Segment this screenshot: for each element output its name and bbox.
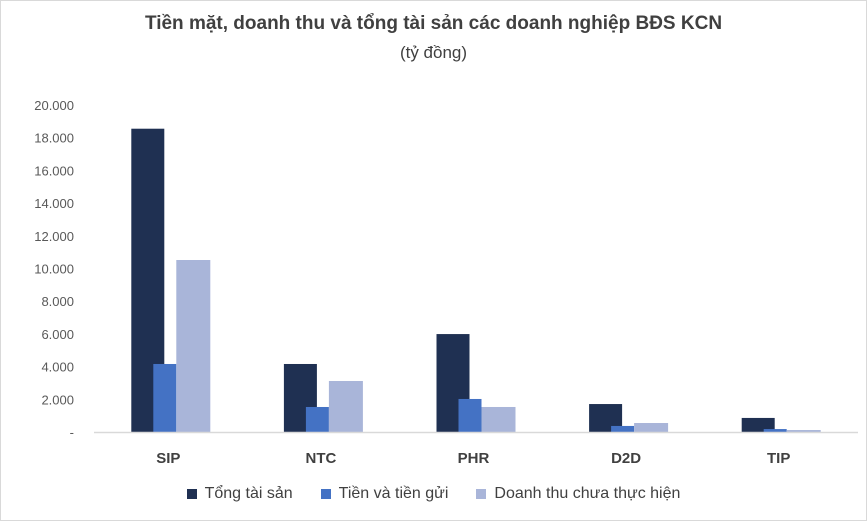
y-tick-label: 20.000 xyxy=(34,98,74,113)
bar-sip-2 xyxy=(153,363,177,432)
x-tick-label: PHR xyxy=(458,450,490,467)
bar-d2d-3 xyxy=(634,423,669,432)
y-tick-label: 12.000 xyxy=(34,229,74,244)
x-tick-label: NTC xyxy=(305,450,336,467)
y-tick-label: 14.000 xyxy=(34,196,74,211)
legend: Tổng tài sản Tiền và tiền gửi Doanh thu … xyxy=(1,485,866,503)
bar-tip-1 xyxy=(741,417,775,432)
chart-title: Tiền mặt, doanh thu và tổng tài sản các … xyxy=(144,13,723,34)
bar-phr-3 xyxy=(481,406,516,432)
x-tick-label: SIP xyxy=(156,450,180,467)
y-tick-label: 6.000 xyxy=(41,327,74,342)
x-tick-label: TIP xyxy=(767,450,790,467)
legend-label: Doanh thu chưa thực hiện xyxy=(494,485,681,502)
bar-ntc-2 xyxy=(305,406,329,432)
y-tick-label: 10.000 xyxy=(34,262,74,277)
y-tick-label: 16.000 xyxy=(34,163,74,178)
y-tick-label: 8.000 xyxy=(41,294,74,309)
bar-phr-2 xyxy=(458,398,482,432)
legend-item-total-assets: Tổng tài sản xyxy=(186,485,293,503)
chart-subtitle: (tỷ đồng) xyxy=(399,43,468,62)
bar-d2d-2 xyxy=(611,425,635,432)
x-tick-label: D2D xyxy=(611,450,641,467)
legend-swatch xyxy=(320,489,331,499)
y-tick-label: - xyxy=(70,425,74,440)
legend-label: Tiền và tiền gửi xyxy=(338,485,449,502)
y-tick-label: 18.000 xyxy=(34,131,74,146)
y-tick-label: 4.000 xyxy=(41,360,74,375)
bar-sip-3 xyxy=(176,259,211,432)
bar-tip-2 xyxy=(763,429,787,432)
y-tick-label: 2.000 xyxy=(41,392,74,407)
legend-swatch xyxy=(476,489,487,499)
bar-tip-3 xyxy=(786,430,821,432)
legend-item-unearned-revenue: Doanh thu chưa thực hiện xyxy=(476,485,680,503)
bar-ntc-3 xyxy=(328,380,363,432)
legend-item-cash: Tiền và tiền gửi xyxy=(320,485,449,503)
legend-swatch xyxy=(186,489,197,499)
legend-label: Tổng tài sản xyxy=(204,485,293,502)
